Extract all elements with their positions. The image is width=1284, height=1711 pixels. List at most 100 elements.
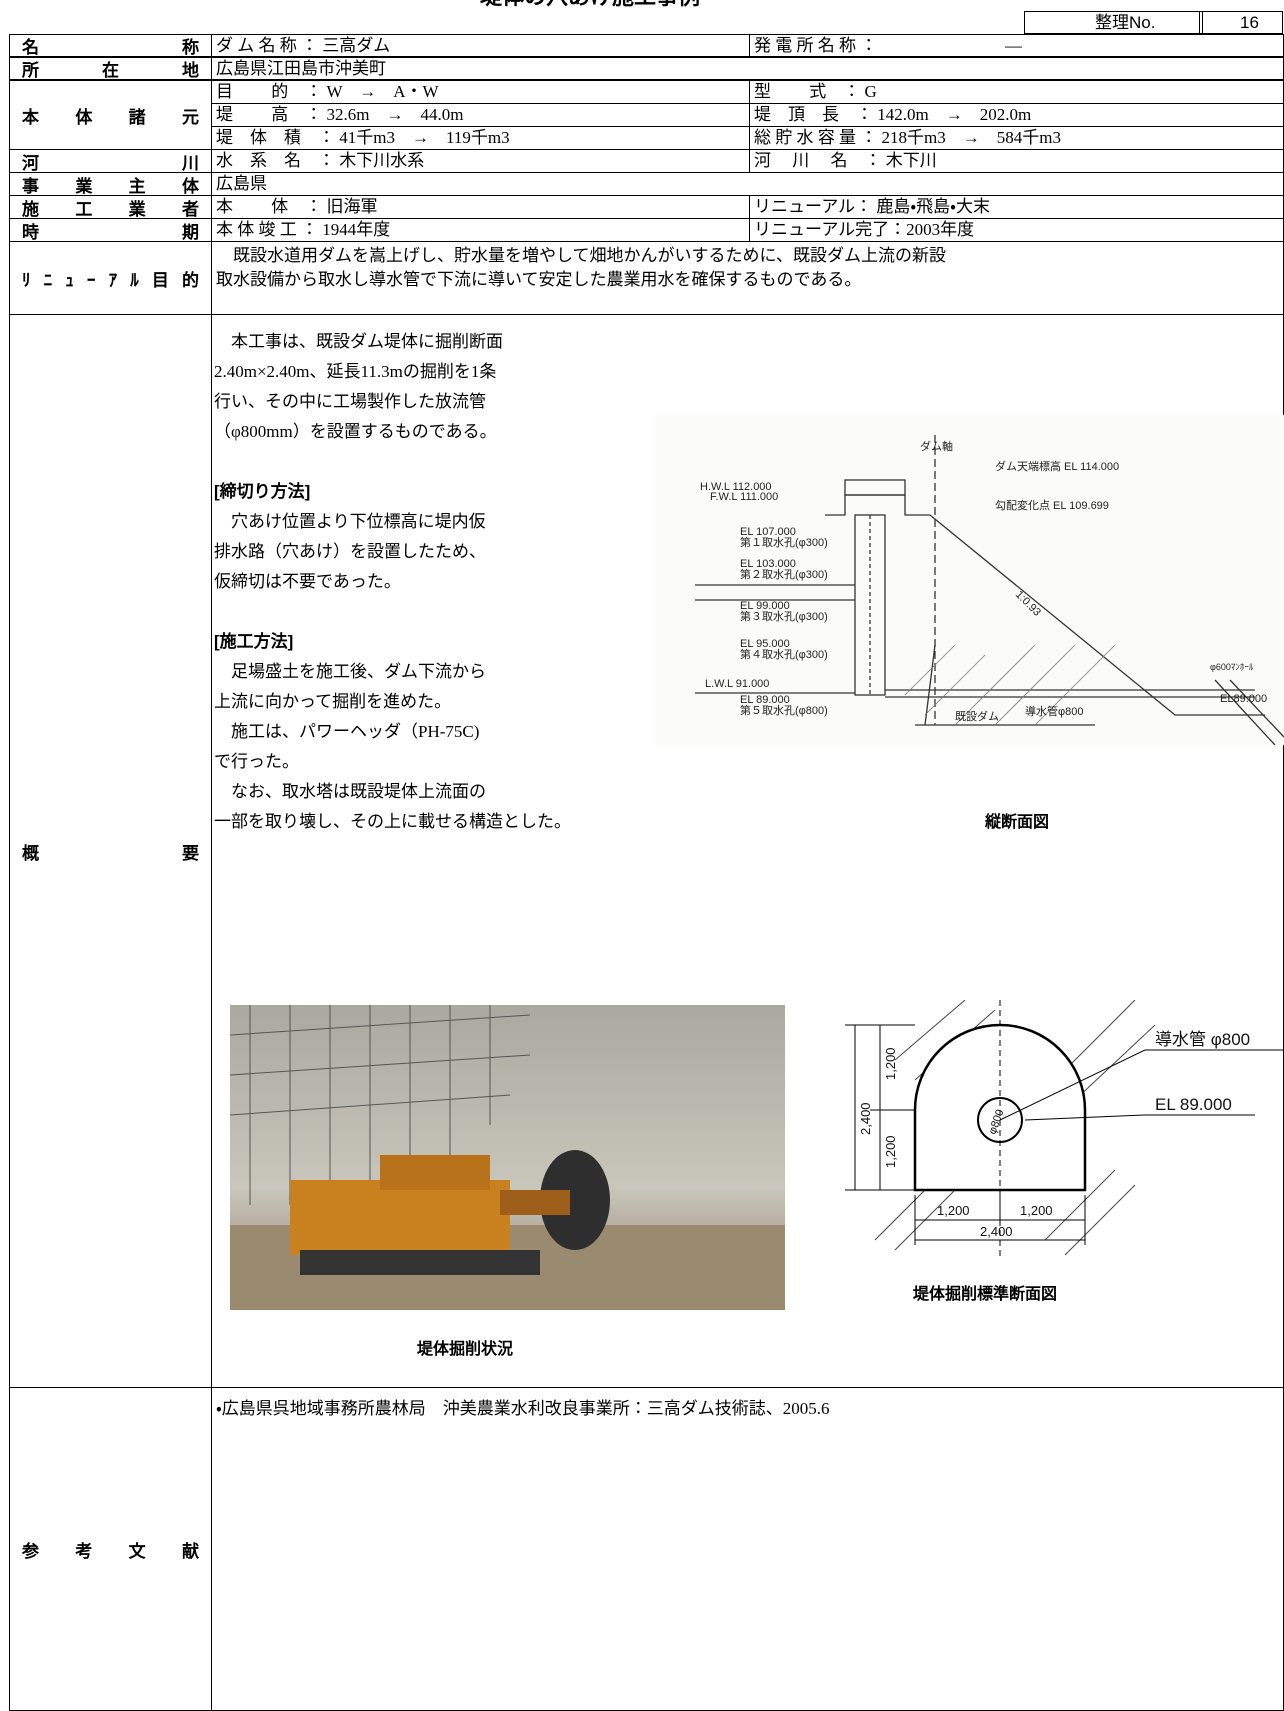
overview-line: 排水路（穴あけ）を設置したため、 <box>214 542 486 561</box>
cell: 広島県江田島市沖美町 <box>211 57 1284 80</box>
fig-label: L.W.L 91.000 <box>705 678 769 690</box>
label-cell: 事業主体 <box>9 172 212 196</box>
text: ― <box>1005 36 1022 55</box>
fig-label: 第３取水孔(φ300) <box>740 609 828 623</box>
no-divider <box>1199 11 1203 34</box>
fig-label: EL 103.000 <box>740 558 796 570</box>
fig-label: 1,200 <box>937 1203 970 1218</box>
caption: 縦断面図 <box>985 814 1050 831</box>
figure-longitudinal: ダム軸 ダム天端標高 EL 114.000 勾配変化点 EL 109.699 H… <box>655 415 1284 745</box>
label: ﾘﾆｭｰｱﾙ目的 <box>22 270 199 290</box>
fig-label: 勾配変化点 EL 109.699 <box>995 499 1109 512</box>
fig-label: EL 99.000 <box>740 600 790 612</box>
label: 概要 <box>22 843 199 863</box>
label: 本体諸元 <box>22 107 199 127</box>
fig-label: EL89.000 <box>1220 693 1267 705</box>
cell: リニューアル完了：2003年度 <box>749 218 1284 242</box>
overview-line: 施工は、パワーヘッダ（PH-75C) <box>214 722 480 741</box>
label: 参考文献 <box>22 1541 199 1561</box>
cell: 発 電 所 名 称 ： ― <box>749 34 1284 57</box>
text: 堤 頂 長 ： 142.0m → 202.0m <box>754 105 1032 124</box>
figure-lines <box>695 435 1284 745</box>
overview-line: 穴あけ位置より下位標高に堤内仮 <box>214 512 486 531</box>
text: ・広島県呉地域事務所農林局 沖美農業水利改良事業所：三高ダム技術誌、2005.6 <box>216 1399 830 1418</box>
dimension-lines <box>845 1000 1284 1260</box>
fig-label: 第１取水孔(φ300) <box>740 535 828 549</box>
fig-label: 導水管φ800 <box>1025 704 1084 718</box>
fig-label: 2,400 <box>858 1102 873 1135</box>
fig-label: 導水管 φ800 <box>1155 1030 1250 1049</box>
no-label: 整理No. <box>1095 13 1156 32</box>
machine <box>290 1150 610 1275</box>
text: 総 貯 水 容 量 ： 218千m3 → 584千m3 <box>754 128 1061 147</box>
overview-line: 仮締切は不要であった。 <box>214 572 401 591</box>
cell: 総 貯 水 容 量 ： 218千m3 → 584千m3 <box>749 126 1284 150</box>
fig-label: 第２取水孔(φ300) <box>740 567 828 581</box>
title: 堤体の穴あけ施工事例 <box>480 0 700 8</box>
cell: 堤 体 積 ： 41千m3 → 119千m3 <box>211 126 750 150</box>
overview-line: なお、取水塔は既設堤体上流面の <box>214 782 486 801</box>
cell: 堤 頂 長 ： 142.0m → 202.0m <box>749 103 1284 127</box>
text: 本 体 ： 旧海軍 <box>216 197 378 216</box>
overview-line: [締切り方法] <box>214 482 311 501</box>
text: 水 系 名 ： 木下川水系 <box>216 151 425 170</box>
cell: 堤 高 ： 32.6m → 44.0m <box>211 103 750 127</box>
fig-label: 2,400 <box>980 1224 1013 1239</box>
hatching <box>904 644 1116 726</box>
caption: 堤体掘削標準断面図 <box>913 1286 1058 1303</box>
photo <box>230 1005 785 1310</box>
cell: 本 体 竣 工 ： 1944年度 <box>211 218 750 242</box>
cell: 既設水道用ダムを嵩上げし、貯水量を増やして畑地かんがいするために、既設ダム上流の… <box>211 241 1284 315</box>
label-cell: 所在地 <box>9 57 212 80</box>
cell: 広島県 <box>211 172 1284 196</box>
fig-label: F.W.L 111.000 <box>710 491 778 503</box>
fig-label: EL 95.000 <box>740 638 790 650</box>
text: リニューアル： 鹿島・飛島・大末 <box>754 197 990 216</box>
text: 既設水道用ダムを嵩上げし、貯水量を増やして畑地かんがいするために、既設ダム上流の… <box>216 246 946 265</box>
label-cell: 施工業者 <box>9 195 212 219</box>
label-cell: 概要 <box>9 314 212 1388</box>
overview-line: 本工事は、既設ダム堤体に掘削断面 <box>214 332 503 351</box>
label-cell: 時期 <box>9 218 212 242</box>
fig-label: ダム軸 <box>920 439 953 453</box>
figure-labels: ダム軸 ダム天端標高 EL 114.000 勾配変化点 EL 109.699 H… <box>700 439 1267 723</box>
label: 所在地 <box>22 61 199 80</box>
fig-label: 1,200 <box>883 1047 898 1080</box>
text: 取水設備から取水し導水管で下流に導いて安定した農業用水を確保するものである。 <box>216 270 862 289</box>
cell: 本 体 ： 旧海軍 <box>211 195 750 219</box>
text: 堤 高 ： 32.6m → 44.0m <box>216 105 464 124</box>
fig-label: H.W.L 112.000 <box>700 481 772 493</box>
overview-line: 2.40m×2.40m、延長11.3mの掘削を1条 <box>214 362 497 381</box>
label-cell: 河川 <box>9 149 212 173</box>
text: 堤 体 積 ： 41千m3 → 119千m3 <box>216 128 510 147</box>
cell: 河 川 名 ： 木下川 <box>749 149 1284 173</box>
overview-line: 一部を取り壊し、その上に載せる構造とした。 <box>214 812 571 831</box>
fig-label: 1,200 <box>1020 1203 1053 1218</box>
text: ダ ム 名 称 ： 三高ダム <box>216 36 391 55</box>
text: 河 川 名 ： 木下川 <box>754 151 937 170</box>
text: 型 式 ： G <box>754 82 877 101</box>
fig-label: 第４取水孔(φ300) <box>740 647 828 661</box>
label-cell: 参考文献 <box>9 1387 212 1711</box>
scaffolding <box>230 1005 531 1205</box>
cell: ダ ム 名 称 ： 三高ダム <box>211 34 750 57</box>
fig-label: EL 89.000 <box>1155 1095 1232 1114</box>
fig-label: 第５取水孔(φ800) <box>740 703 828 717</box>
cell: リニューアル： 鹿島・飛島・大末 <box>749 195 1284 219</box>
no-value: 16 <box>1240 13 1259 32</box>
overview-line: （φ800mm）を設置するものである。 <box>214 422 497 441</box>
label: 河川 <box>22 153 199 173</box>
label: 事業主体 <box>22 176 199 196</box>
figure-cross-section: 導水管 φ800 EL 89.000 φ800 1,200 1,200 2,40… <box>845 1000 1284 1260</box>
no-box <box>1024 11 1283 34</box>
overview-line: 行い、その中に工場製作した放流管 <box>214 392 486 411</box>
label: 施工業者 <box>22 199 199 219</box>
overview-line: 上流に向かって掘削を進めた。 <box>214 692 452 711</box>
text: 目 的 ： W → A・W <box>216 82 439 101</box>
text: リニューアル完了：2003年度 <box>754 220 975 239</box>
fig-label: EL 89.000 <box>740 694 790 706</box>
cell: 水 系 名 ： 木下川水系 <box>211 149 750 173</box>
cell: ・広島県呉地域事務所農林局 沖美農業水利改良事業所：三高ダム技術誌、2005.6 <box>211 1387 1284 1711</box>
text: 発 電 所 名 称 ： <box>754 36 878 55</box>
